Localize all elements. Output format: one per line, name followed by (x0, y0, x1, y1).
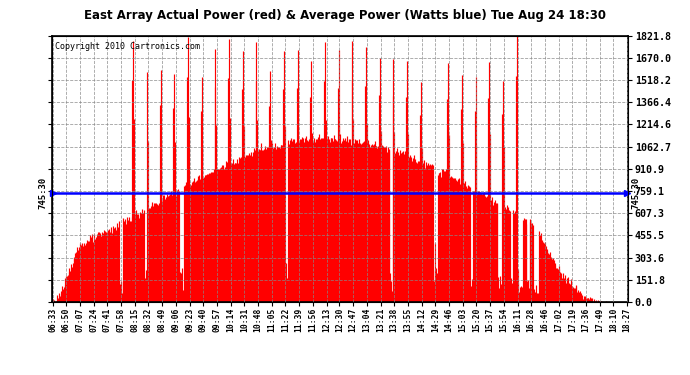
Text: 745:30: 745:30 (631, 177, 640, 209)
Text: East Array Actual Power (red) & Average Power (Watts blue) Tue Aug 24 18:30: East Array Actual Power (red) & Average … (84, 9, 606, 22)
Text: Copyright 2010 Cartronics.com: Copyright 2010 Cartronics.com (55, 42, 199, 51)
Text: 745:30: 745:30 (38, 177, 48, 209)
